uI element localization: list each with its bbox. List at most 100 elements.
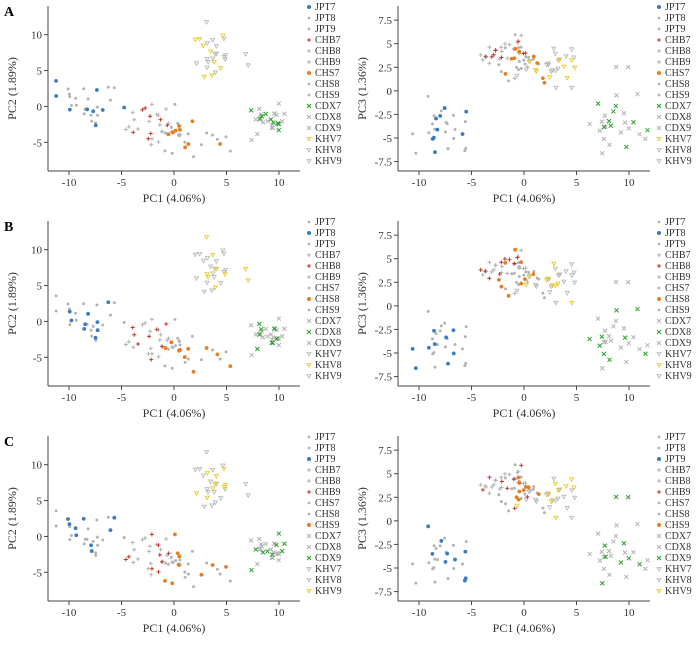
point-CDX8 (254, 561, 260, 567)
point-KHV9 (545, 62, 552, 68)
point-CHB8 (136, 556, 141, 561)
y-tick-label: 5 (387, 39, 393, 51)
x-tick-label: -5 (117, 177, 127, 189)
legend-label-CHB9: CHB9 (315, 57, 341, 68)
point-KHV7 (564, 506, 570, 511)
legend-marker-JPT8 (307, 231, 311, 235)
point-CHB9 (480, 272, 485, 277)
point-JPT8 (410, 347, 415, 351)
legend-marker-CHB8 (307, 49, 311, 53)
legend: JPT7JPT8JPT9CHB7CHB8CHB9CHS7CHS8CHS9CDX7… (656, 217, 692, 382)
x-tick-label: 10 (624, 177, 636, 189)
point-CHB8 (132, 332, 137, 337)
legend-label-CDX7: CDX7 (315, 316, 341, 327)
point-CHB9 (499, 49, 504, 54)
point-KHV9 (204, 65, 210, 71)
point-KHV9 (553, 300, 559, 306)
point-KHV9 (553, 515, 559, 521)
point-CHS8 (499, 500, 503, 504)
point-JPT8 (69, 533, 73, 537)
point-CHB8 (130, 325, 135, 330)
point-CHB9 (126, 124, 131, 129)
point-CHS8 (523, 277, 527, 282)
point-KHV8 (212, 70, 219, 76)
point-CHS9 (516, 261, 520, 265)
point-CHS8 (497, 493, 501, 497)
legend-label-CHS8: CHS8 (665, 294, 689, 305)
point-JPT9 (108, 313, 112, 317)
legend-label-CHS8: CHS8 (665, 79, 689, 90)
point-CHS9 (163, 149, 167, 153)
point-KHV7 (526, 59, 532, 65)
point-CHB9 (525, 494, 530, 499)
point-CDX7 (611, 109, 616, 114)
point-CHB7 (148, 346, 153, 351)
legend-label-CHB7: CHB7 (315, 35, 341, 46)
point-JPT9 (89, 543, 93, 548)
point-KHV9 (555, 488, 562, 494)
legend-marker-CHB7 (657, 468, 661, 472)
point-JPT9 (89, 328, 93, 332)
point-CHS9 (517, 68, 521, 72)
point-KHV9 (193, 491, 200, 497)
point-CDX8 (643, 351, 648, 357)
y-axis-label: PC3 (1.36%) (355, 487, 369, 550)
point-CDX8 (635, 91, 640, 97)
point-CHB8 (149, 572, 154, 577)
legend-marker-CDX9 (656, 340, 662, 346)
x-axis-label: PC1 (4.06%) (143, 191, 206, 205)
point-JPT8 (411, 132, 415, 136)
legend-marker-KHV7 (306, 137, 312, 142)
y-tick-label: -2.5 (375, 324, 393, 336)
legend-marker-CHS7 (307, 286, 311, 290)
point-CDX9 (625, 64, 631, 70)
legend-label-CDX9: CDX9 (315, 553, 341, 564)
point-CDX8 (256, 321, 262, 327)
row-label-C: C (4, 435, 14, 450)
point-JPT9 (112, 301, 116, 305)
point-CHS7 (178, 127, 182, 132)
point-CHS8 (205, 561, 209, 565)
point-CHB9 (166, 336, 171, 341)
point-JPT9 (462, 578, 467, 583)
point-JPT8 (432, 328, 436, 333)
point-CHS7 (218, 142, 223, 146)
point-CHS8 (163, 346, 168, 350)
y-tick-label: -5 (33, 567, 43, 579)
point-KHV8 (242, 267, 249, 272)
scatter-points (411, 33, 650, 156)
point-CHS7 (218, 357, 222, 361)
point-KHV7 (207, 264, 214, 270)
point-CHB8 (499, 475, 504, 480)
legend-marker-JPT7 (657, 435, 661, 439)
point-KHV8 (212, 500, 219, 506)
x-axis-label: PC1 (4.06%) (493, 621, 556, 635)
y-tick-label: 5 (387, 254, 393, 266)
legend-label-KHV7: KHV7 (665, 349, 692, 360)
point-CDX8 (599, 334, 605, 340)
point-CHB8 (164, 321, 169, 326)
point-CHS7 (166, 347, 170, 351)
legend-label-KHV8: KHV8 (665, 145, 692, 156)
point-JPT7 (443, 536, 447, 540)
point-KHV8 (523, 282, 530, 288)
point-JPT9 (74, 103, 78, 107)
legend-marker-CDX7 (306, 318, 312, 324)
legend-marker-KHV7 (306, 567, 312, 572)
panel-C-left: -10 -5 0 5 10 -5 0 5 10 PC1 (4.06%) PC2 (1.89%) JPT… (5, 432, 342, 635)
point-CHS9 (199, 358, 203, 362)
point-KHV9 (222, 483, 229, 488)
point-CDX7 (608, 553, 614, 559)
point-KHV8 (552, 283, 559, 289)
legend-marker-CDX7 (656, 103, 662, 109)
legend-label-CHS8: CHS8 (665, 509, 689, 520)
legend-marker-CHS7 (657, 71, 661, 75)
point-JPT9 (73, 526, 78, 531)
y-tick-label: 0 (387, 516, 393, 528)
panel-A-left: -10 -5 0 5 10 -5 0 5 10 PC1 (4.06%) PC2 (1.89%) JPT… (5, 2, 342, 205)
point-CHS8 (507, 79, 511, 83)
point-KHV9 (193, 61, 200, 67)
point-CDX8 (269, 340, 275, 346)
legend-marker-JPT9 (657, 242, 661, 246)
